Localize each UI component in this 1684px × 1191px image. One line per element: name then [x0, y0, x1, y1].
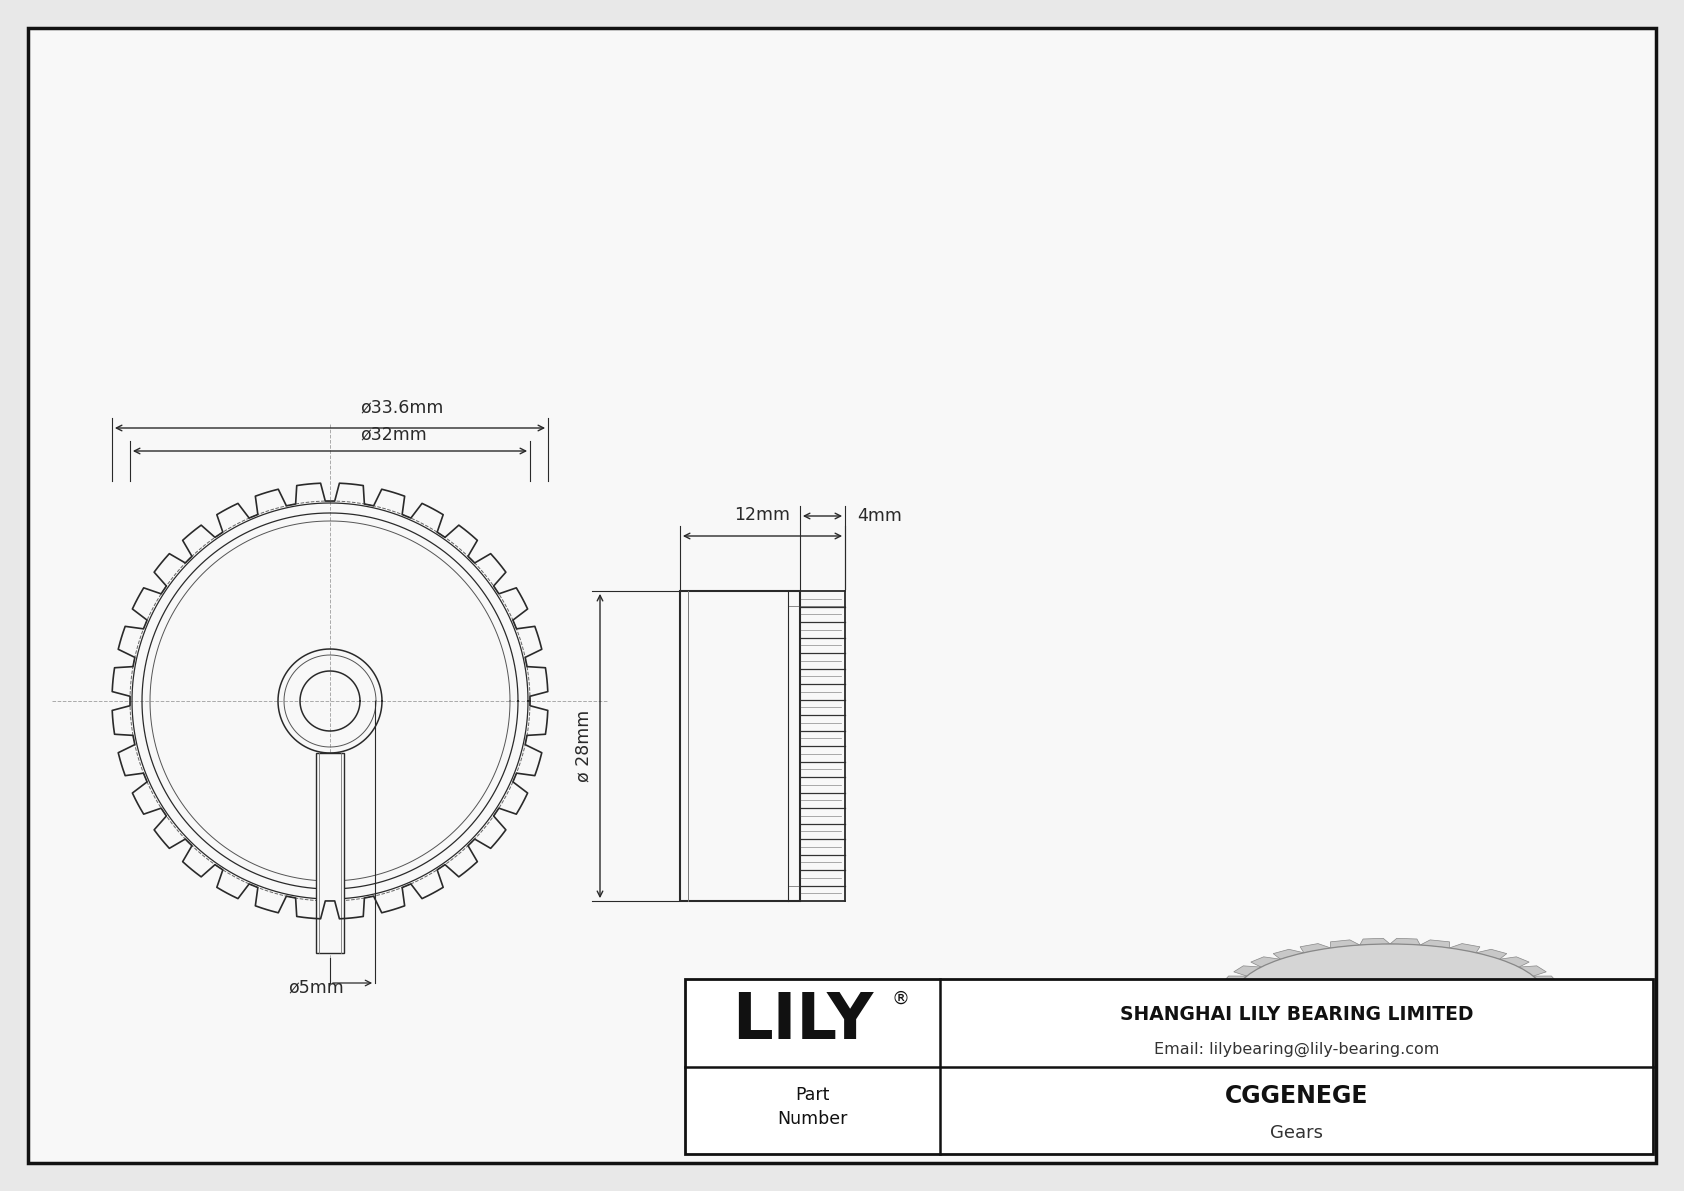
Text: CGGENEGE: CGGENEGE: [1224, 1084, 1367, 1109]
Polygon shape: [1477, 949, 1507, 959]
Polygon shape: [1218, 996, 1238, 1006]
Polygon shape: [1273, 1033, 1303, 1042]
Text: ø 28mm: ø 28mm: [574, 710, 593, 782]
Polygon shape: [1218, 986, 1238, 996]
Polygon shape: [1251, 956, 1280, 967]
Polygon shape: [1389, 1047, 1420, 1054]
Text: ø5mm: ø5mm: [288, 978, 344, 996]
Polygon shape: [1450, 943, 1480, 953]
Polygon shape: [1234, 966, 1261, 977]
Polygon shape: [1223, 1006, 1246, 1016]
Polygon shape: [1330, 940, 1359, 948]
Text: Email: lilybearing@lily-bearing.com: Email: lilybearing@lily-bearing.com: [1154, 1041, 1440, 1056]
Bar: [680, 591, 800, 902]
Polygon shape: [1300, 1040, 1330, 1048]
Polygon shape: [1234, 1016, 1261, 1027]
Polygon shape: [1420, 1045, 1450, 1052]
Text: ®: ®: [891, 990, 909, 1008]
Text: ø33.6mm: ø33.6mm: [360, 398, 443, 416]
Text: Gears: Gears: [1270, 1124, 1324, 1142]
Text: Part
Number: Part Number: [778, 1086, 847, 1128]
Polygon shape: [1251, 1025, 1280, 1035]
Text: LILY: LILY: [733, 990, 872, 1052]
Text: ø32mm: ø32mm: [360, 425, 426, 443]
Ellipse shape: [1234, 944, 1544, 1048]
Polygon shape: [1519, 1016, 1546, 1027]
Polygon shape: [1330, 1045, 1359, 1052]
Polygon shape: [1499, 956, 1529, 967]
Polygon shape: [1532, 1006, 1558, 1016]
Polygon shape: [1543, 986, 1563, 996]
Bar: [1234, 996, 1544, 1056]
Polygon shape: [1477, 1033, 1507, 1042]
Polygon shape: [1499, 1025, 1529, 1035]
Bar: [317, 753, 344, 953]
Polygon shape: [1389, 939, 1420, 944]
Ellipse shape: [1470, 1009, 1480, 1014]
Polygon shape: [1359, 1047, 1389, 1054]
Polygon shape: [1450, 1040, 1480, 1048]
Polygon shape: [1420, 940, 1450, 948]
Ellipse shape: [1234, 1004, 1544, 1108]
Text: 4mm: 4mm: [857, 507, 903, 525]
Text: SHANGHAI LILY BEARING LIMITED: SHANGHAI LILY BEARING LIMITED: [1120, 1004, 1474, 1023]
Polygon shape: [1300, 943, 1330, 953]
Ellipse shape: [1379, 992, 1401, 1000]
Bar: [685, 979, 1654, 1154]
Polygon shape: [1273, 949, 1303, 959]
Polygon shape: [1519, 966, 1546, 977]
Polygon shape: [1223, 975, 1246, 986]
Polygon shape: [1543, 996, 1563, 1006]
Polygon shape: [1532, 975, 1558, 986]
Text: 12mm: 12mm: [734, 506, 790, 524]
Polygon shape: [1359, 939, 1389, 944]
